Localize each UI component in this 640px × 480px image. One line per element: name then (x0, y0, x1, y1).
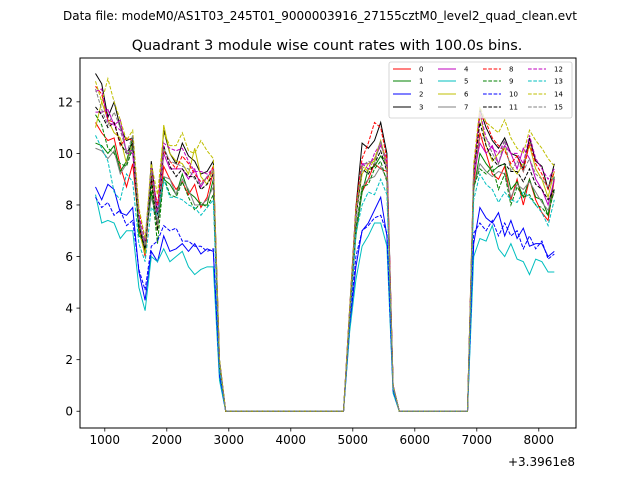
x-tick-label: 2000 (152, 433, 183, 447)
legend-label-0: 0 (419, 66, 423, 74)
legend-label-5: 5 (464, 78, 468, 86)
x-tick-label: 3000 (214, 433, 245, 447)
legend-label-15: 15 (554, 104, 563, 112)
series-line-2 (95, 183, 555, 412)
series-line-4 (95, 108, 555, 412)
legend-label-14: 14 (554, 91, 563, 99)
legend-label-7: 7 (464, 104, 468, 112)
y-axis: 0 2 4 6 8 10 12 (58, 95, 80, 419)
legend-label-11: 11 (509, 104, 518, 112)
x-tick-label: 5000 (338, 433, 369, 447)
data-file-header: Data file: modeM0/AS1T03_245T01_90000039… (63, 9, 577, 23)
y-tick-label: 12 (58, 95, 73, 109)
chart-title: Quadrant 3 module wise count rates with … (132, 38, 523, 54)
y-tick-label: 10 (58, 147, 73, 161)
legend-label-2: 2 (419, 91, 423, 99)
series-line-3 (95, 73, 555, 412)
legend-label-10: 10 (509, 91, 518, 99)
x-tick-label: 6000 (400, 433, 431, 447)
legend-label-9: 9 (509, 78, 513, 86)
x-tick-label: 4000 (276, 433, 307, 447)
legend-box (388, 61, 573, 119)
y-tick-label: 6 (65, 250, 73, 264)
x-tick-label: 8000 (524, 433, 555, 447)
y-tick-label: 2 (65, 353, 73, 367)
series-line-9 (95, 114, 555, 412)
x-tick-label: 7000 (462, 433, 493, 447)
x-axis: 1000 2000 3000 4000 5000 6000 7000 8000 (90, 428, 555, 447)
series-lines (95, 73, 555, 412)
series-line-15 (95, 88, 555, 412)
legend-label-6: 6 (464, 91, 469, 99)
series-line-0 (95, 122, 555, 412)
y-tick-label: 8 (65, 198, 73, 212)
legend-label-3: 3 (419, 104, 423, 112)
legend-label-4: 4 (464, 66, 469, 74)
y-tick-label: 0 (65, 405, 73, 419)
legend-label-12: 12 (554, 66, 563, 74)
plot-frame (79, 57, 577, 429)
legend-label-1: 1 (419, 78, 423, 86)
x-offset-label: +3.3961e8 (508, 455, 575, 469)
series-line-5 (95, 194, 555, 412)
y-tick-label: 4 (65, 302, 73, 316)
series-line-7 (95, 145, 555, 412)
x-tick-label: 1000 (90, 433, 121, 447)
legend-label-8: 8 (509, 66, 513, 74)
legend-label-13: 13 (554, 78, 563, 86)
series-line-10 (95, 196, 555, 412)
